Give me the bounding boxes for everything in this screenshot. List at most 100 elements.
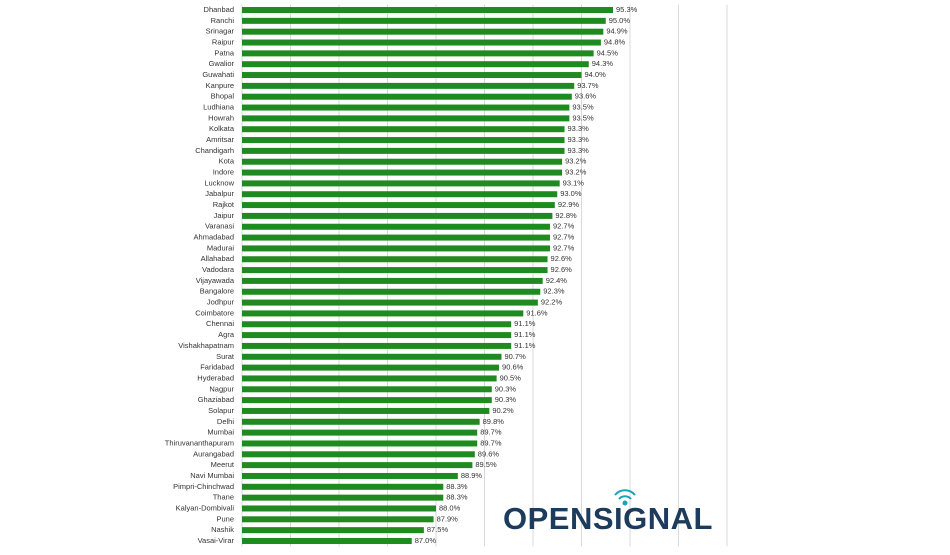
value-label: 93.2% bbox=[565, 168, 587, 177]
bar bbox=[242, 364, 500, 371]
y-tick-label: Kanpure bbox=[206, 81, 234, 90]
y-tick-label: Pimpri-Chinchwad bbox=[173, 482, 234, 491]
value-label: 91.6% bbox=[526, 308, 548, 317]
value-label: 91.1% bbox=[514, 319, 536, 328]
bar bbox=[242, 537, 412, 544]
y-tick-label: Mumbai bbox=[207, 428, 234, 437]
bar bbox=[242, 147, 565, 154]
value-label: 88.3% bbox=[446, 493, 468, 502]
y-tick-label: Hyderabad bbox=[197, 373, 234, 382]
y-tick-label: Chandigarh bbox=[195, 146, 234, 155]
y-tick-label: Jodhpur bbox=[207, 298, 235, 307]
y-tick-label: Chennai bbox=[206, 319, 234, 328]
y-tick-label: Howrah bbox=[208, 113, 234, 122]
bar bbox=[242, 288, 541, 295]
y-tick-label: Solapur bbox=[208, 406, 234, 415]
bar bbox=[242, 61, 589, 68]
y-tick-label: Jaipur bbox=[214, 211, 235, 220]
y-tick-label: Ludhiana bbox=[203, 103, 235, 112]
value-label: 89.8% bbox=[483, 417, 505, 426]
bar bbox=[242, 332, 512, 339]
value-label: 89.5% bbox=[475, 460, 497, 469]
bar bbox=[242, 277, 543, 284]
value-label: 87.9% bbox=[437, 514, 459, 523]
y-tick-label: Patna bbox=[214, 48, 234, 57]
y-tick-label: Ahmadabad bbox=[194, 233, 234, 242]
bar bbox=[242, 180, 560, 187]
bar bbox=[242, 169, 563, 176]
bar bbox=[242, 451, 475, 458]
bar bbox=[242, 115, 570, 122]
y-tick-label: Varanasi bbox=[205, 222, 234, 231]
value-label: 92.7% bbox=[553, 233, 575, 242]
value-label: 90.5% bbox=[500, 373, 522, 382]
y-tick-label: Kalyan-Dombivali bbox=[176, 503, 235, 512]
value-label: 92.6% bbox=[551, 265, 573, 274]
y-tick-label: Nagpur bbox=[209, 384, 234, 393]
y-tick-label: Raipur bbox=[212, 38, 235, 47]
bar bbox=[242, 407, 490, 414]
value-label: 87.5% bbox=[427, 525, 449, 534]
bar bbox=[242, 245, 550, 252]
value-label: 88.0% bbox=[439, 503, 461, 512]
bar bbox=[242, 321, 512, 328]
value-label: 87.0% bbox=[415, 536, 437, 545]
value-label: 94.0% bbox=[585, 70, 607, 79]
value-label: 90.3% bbox=[495, 384, 517, 393]
value-label: 94.3% bbox=[592, 59, 614, 68]
bar bbox=[242, 375, 497, 382]
value-label: 92.8% bbox=[555, 211, 577, 220]
value-label: 92.7% bbox=[553, 243, 575, 252]
y-tick-label: Bangalore bbox=[200, 287, 234, 296]
y-tick-label: Vadodara bbox=[202, 265, 235, 274]
y-tick-label: Agra bbox=[218, 330, 235, 339]
y-tick-label: Lucknow bbox=[204, 178, 234, 187]
y-tick-label: Srinagar bbox=[206, 27, 235, 36]
logo-text: OPENSIGNAL bbox=[503, 501, 713, 536]
bar bbox=[242, 472, 458, 479]
y-tick-label: Dhanbad bbox=[204, 5, 234, 14]
y-tick-label: Aurangabad bbox=[193, 449, 234, 458]
value-label: 89.6% bbox=[478, 449, 500, 458]
value-label: 89.7% bbox=[480, 438, 502, 447]
y-tick-label: Allahabad bbox=[201, 254, 234, 263]
bar bbox=[242, 299, 538, 306]
value-label: 94.5% bbox=[597, 48, 619, 57]
logo: OPENSIGNAL bbox=[503, 489, 713, 536]
bar bbox=[242, 191, 558, 198]
value-label: 91.1% bbox=[514, 341, 536, 350]
bar bbox=[242, 137, 565, 144]
bar bbox=[242, 386, 492, 393]
value-label: 95.0% bbox=[609, 16, 631, 25]
bar bbox=[242, 310, 524, 317]
value-label: 93.5% bbox=[572, 113, 594, 122]
bar bbox=[242, 418, 480, 425]
value-label: 94.9% bbox=[606, 27, 628, 36]
value-label: 88.3% bbox=[446, 482, 468, 491]
value-label: 88.9% bbox=[461, 471, 483, 480]
bar bbox=[242, 50, 594, 57]
bar bbox=[242, 483, 444, 490]
bar bbox=[242, 39, 601, 46]
bar bbox=[242, 527, 424, 534]
bar bbox=[242, 7, 614, 14]
value-label: 95.3% bbox=[616, 5, 638, 14]
bar bbox=[242, 256, 548, 263]
bar bbox=[242, 516, 434, 523]
y-tick-label: Indore bbox=[213, 168, 234, 177]
value-label: 92.4% bbox=[546, 276, 568, 285]
y-tick-label: Guwahati bbox=[202, 70, 234, 79]
y-tick-label: Vasai-Virar bbox=[198, 536, 235, 545]
y-tick-label: Coimbatore bbox=[195, 308, 234, 317]
value-label: 91.1% bbox=[514, 330, 536, 339]
y-tick-label: Gwalior bbox=[209, 59, 235, 68]
y-tick-label: Pune bbox=[216, 514, 234, 523]
value-label: 93.0% bbox=[560, 189, 582, 198]
bar bbox=[242, 505, 436, 512]
y-tick-label: Ranchi bbox=[211, 16, 235, 25]
y-tick-label: Surat bbox=[216, 352, 235, 361]
y-tick-label: Rajkot bbox=[213, 200, 235, 209]
value-label: 92.2% bbox=[541, 298, 563, 307]
value-label: 90.6% bbox=[502, 363, 524, 372]
